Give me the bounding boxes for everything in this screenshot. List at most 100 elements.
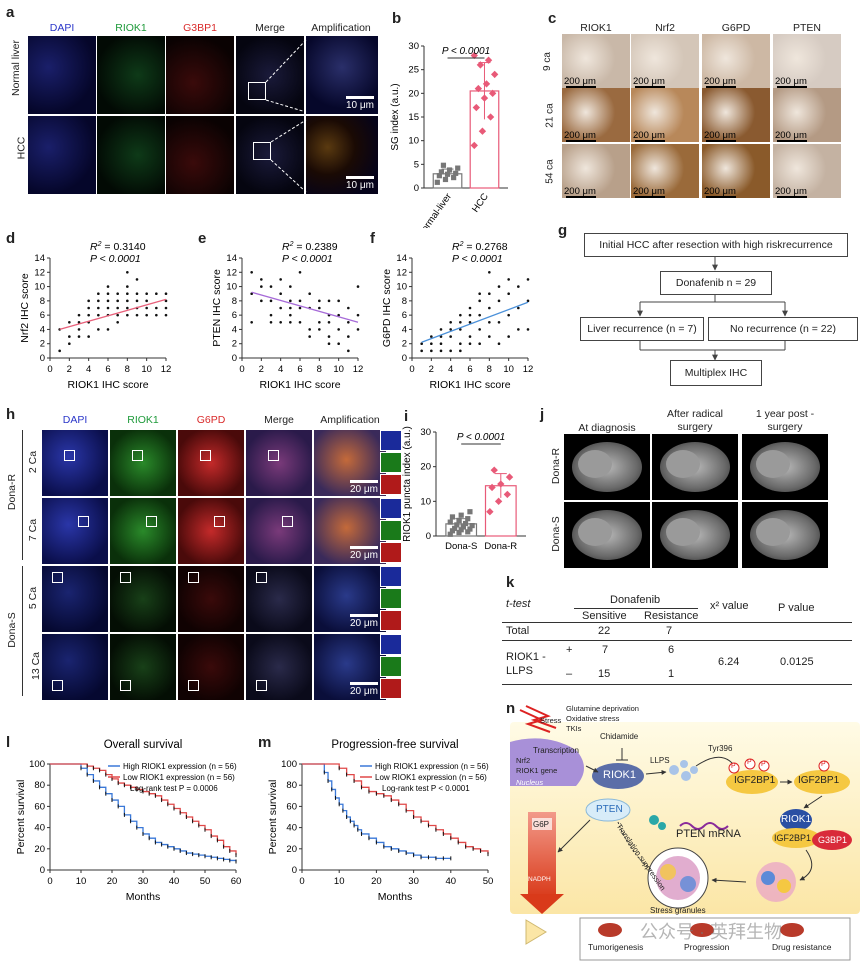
microscopy-image [246, 566, 312, 632]
data-point [490, 466, 498, 474]
data-point [517, 328, 520, 331]
data-point [97, 292, 100, 296]
y-tick-label: 6 [40, 310, 45, 321]
table-plus-sensitive: 7 [602, 644, 609, 656]
data-point [507, 292, 510, 296]
x-tick-label: 8 [125, 364, 130, 375]
y-tick-label: 60 [286, 801, 297, 812]
data-point [484, 56, 493, 64]
panel-a-label: a [6, 4, 15, 21]
microscopy-image [246, 430, 312, 496]
chidamide-label: Chidamide [600, 732, 639, 741]
scale-label: 200 μm [704, 76, 736, 87]
data-point [478, 342, 481, 346]
survival-curve [50, 763, 237, 856]
data-point [116, 299, 119, 303]
data-point [87, 335, 90, 338]
data-point [347, 349, 350, 353]
microscopy-image [97, 116, 165, 194]
log-rank-test: Log-rank test P = 0.0006 [130, 784, 218, 793]
data-point [436, 173, 442, 179]
column-header: DAPI [62, 414, 88, 426]
data-point [155, 306, 158, 310]
data-point [482, 80, 491, 88]
ct-liver [756, 518, 790, 546]
ct-liver [666, 450, 700, 478]
data-point [260, 299, 263, 303]
y-tick-label: 8 [402, 296, 407, 307]
table-total-label: Total [506, 625, 530, 637]
y-tick-label: 4 [232, 324, 237, 335]
y-tick-label: 20 [34, 844, 45, 855]
regression-line [251, 291, 359, 323]
scale-bar [566, 196, 596, 198]
y-tick-label: 4 [40, 324, 45, 335]
table-plus: + [566, 644, 573, 656]
microscopy-image [178, 430, 244, 496]
data-point [449, 335, 452, 338]
microscopy-image [166, 116, 234, 194]
scale-bar [635, 140, 665, 142]
data-point [486, 113, 495, 121]
microscopy-image [178, 566, 244, 632]
data-point [454, 522, 460, 528]
outcome-tumorigenesis: Tumorigenesis [588, 942, 644, 952]
data-point [155, 313, 158, 317]
data-point [449, 514, 456, 520]
data-point [250, 270, 253, 274]
table-total-sensitive: 22 [598, 625, 611, 637]
data-point [164, 306, 168, 310]
y-tick-label: 0 [40, 353, 45, 364]
microscopy-image [314, 498, 386, 564]
panel-k-label: k [506, 574, 515, 591]
y-tick-label: 10 [226, 282, 237, 293]
data-point [97, 313, 100, 317]
data-point [434, 179, 440, 185]
data-point [507, 335, 510, 338]
data-point [472, 103, 480, 112]
data-point [451, 174, 457, 181]
scale-bar [706, 140, 736, 142]
row-label: Dona-S [549, 516, 562, 552]
data-point [116, 292, 119, 296]
data-point [470, 141, 478, 150]
x-tick-label: 0 [47, 364, 52, 375]
data-point [106, 306, 110, 310]
roi-box [78, 516, 89, 527]
data-point [269, 320, 273, 324]
data-point [77, 313, 81, 317]
scale-bar: 20 μm [350, 682, 378, 697]
column-header: 1 year post -surgery [755, 408, 815, 433]
data-point [145, 292, 148, 296]
igf2bp1-protein: IGF2BP1 [734, 775, 776, 786]
data-point [469, 523, 475, 529]
log-rank-test: Log-rank test P < 0.0001 [382, 784, 470, 793]
data-point [145, 313, 148, 317]
scale-bar: 10 μm [346, 96, 374, 111]
flowchart-connectors [637, 256, 788, 361]
r-squared: R2 = 0.3140 [90, 241, 146, 253]
microscopy-image [166, 36, 234, 114]
legend-low: Low RIOK1 expression (n = 56) [375, 773, 487, 782]
microscopy-image [28, 36, 96, 114]
data-point [456, 517, 462, 523]
p-value: P < 0.0001 [457, 432, 505, 443]
panel-d-label: d [6, 230, 16, 247]
igf2bp1-protein: IGF2BP1 [774, 833, 812, 843]
data-point [68, 342, 71, 346]
row-label: Dona-R [550, 447, 563, 485]
channel-thumbnail [380, 452, 402, 473]
microscopy-image [314, 634, 386, 700]
data-point [356, 313, 360, 317]
ihc-image: 200 μm [562, 34, 630, 88]
data-point [337, 328, 340, 331]
x-tick-label: 50 [200, 876, 211, 887]
g3bp1-protein: G3BP1 [818, 835, 848, 845]
table-total-resistance: 7 [666, 625, 673, 637]
x-tick-label: Dona-S [445, 541, 477, 552]
data-point [449, 320, 452, 324]
ct-liver [578, 450, 612, 478]
table-minus-resistance: 1 [668, 668, 675, 680]
data-point [440, 162, 447, 168]
microscopy-image [97, 36, 165, 114]
